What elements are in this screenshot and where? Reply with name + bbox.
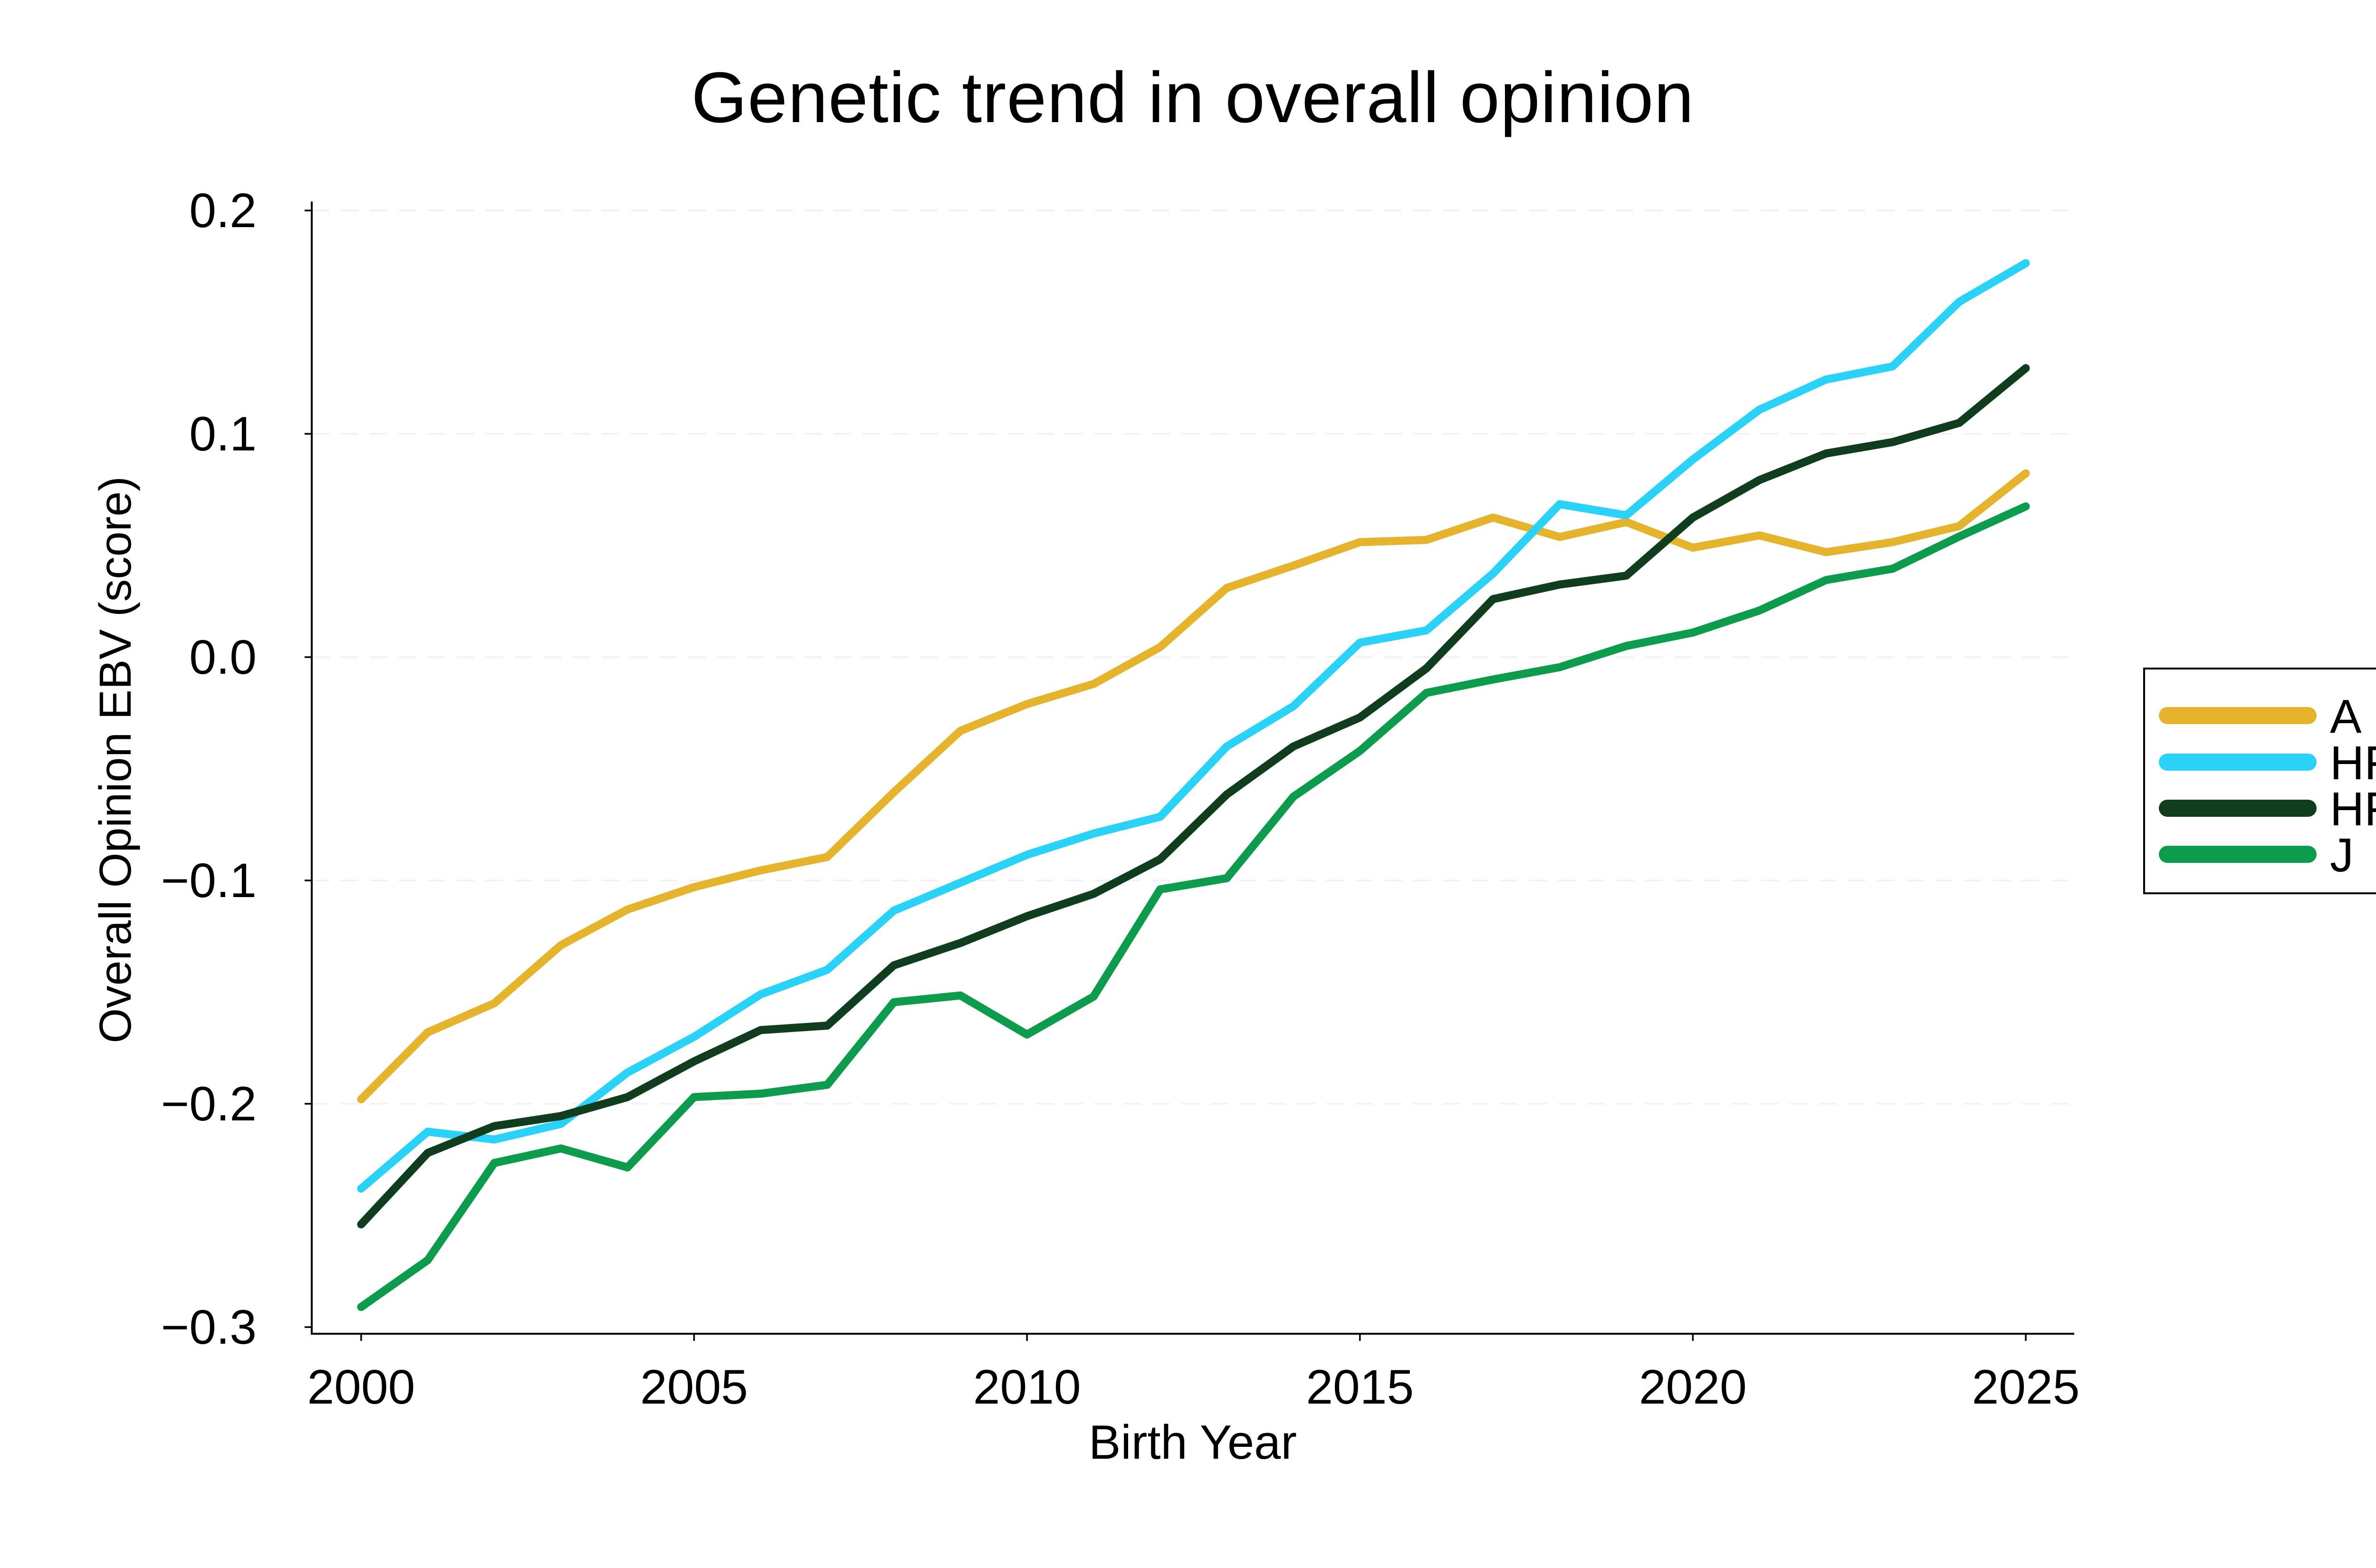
- svg-text:A: A: [2330, 690, 2362, 743]
- svg-text:0.2: 0.2: [189, 183, 257, 238]
- svg-text:HF: HF: [2330, 736, 2376, 790]
- svg-text:HFJ: HFJ: [2330, 783, 2376, 836]
- svg-text:2015: 2015: [1306, 1360, 1414, 1414]
- svg-text:2010: 2010: [973, 1360, 1081, 1414]
- svg-text:J: J: [2330, 829, 2354, 882]
- svg-text:−0.2: −0.2: [161, 1077, 257, 1131]
- svg-text:2025: 2025: [1972, 1360, 2080, 1414]
- svg-text:0.1: 0.1: [189, 407, 257, 461]
- svg-text:−0.1: −0.1: [161, 853, 257, 908]
- svg-text:Genetic trend in overall opini: Genetic trend in overall opinion: [691, 57, 1695, 137]
- svg-text:0.0: 0.0: [189, 630, 257, 684]
- svg-text:2005: 2005: [640, 1360, 748, 1414]
- svg-text:Overall Opinion EBV (score): Overall Opinion EBV (score): [90, 476, 141, 1043]
- svg-text:2020: 2020: [1639, 1360, 1747, 1414]
- svg-text:Birth Year: Birth Year: [1089, 1416, 1297, 1469]
- svg-text:2000: 2000: [307, 1360, 415, 1414]
- svg-text:−0.3: −0.3: [161, 1300, 257, 1354]
